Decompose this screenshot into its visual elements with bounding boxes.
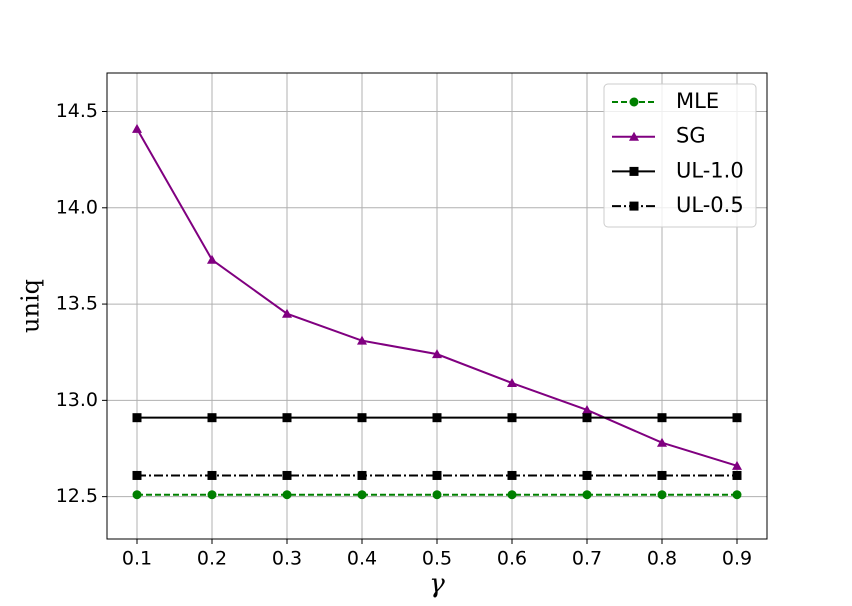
marker bbox=[582, 404, 592, 414]
marker bbox=[282, 413, 292, 423]
x-tick-label: 0.4 bbox=[347, 548, 377, 570]
marker bbox=[207, 470, 217, 480]
marker bbox=[132, 490, 142, 500]
marker bbox=[507, 470, 517, 480]
x-tick-label: 0.9 bbox=[722, 548, 752, 570]
plot-frame bbox=[106, 72, 768, 540]
y-tick-label: 13.5 bbox=[56, 293, 98, 315]
y-tick-label: 14.5 bbox=[56, 100, 98, 122]
marker bbox=[582, 413, 592, 423]
marker bbox=[657, 490, 667, 500]
x-tick-label: 0.8 bbox=[647, 548, 677, 570]
marker bbox=[432, 490, 442, 500]
marker bbox=[207, 413, 217, 423]
y-axis-label: uniq bbox=[17, 279, 45, 333]
marker bbox=[132, 413, 142, 423]
marker bbox=[207, 254, 217, 264]
y-tick-label: 12.5 bbox=[56, 485, 98, 507]
marker bbox=[507, 413, 517, 423]
marker bbox=[657, 437, 667, 447]
marker bbox=[507, 378, 517, 388]
marker bbox=[207, 490, 217, 500]
legend-label: SG bbox=[676, 124, 706, 148]
legend-label: UL-0.5 bbox=[676, 193, 744, 217]
marker bbox=[357, 413, 367, 423]
x-tick-label: 0.2 bbox=[197, 548, 227, 570]
y-tick-label: 14.0 bbox=[56, 196, 98, 218]
x-tick-label: 0.7 bbox=[572, 548, 602, 570]
legend-box bbox=[603, 83, 757, 228]
x-tick-label: 0.1 bbox=[122, 548, 152, 570]
marker bbox=[282, 470, 292, 480]
marker bbox=[132, 470, 142, 480]
x-tick-label: 0.5 bbox=[422, 548, 452, 570]
marker bbox=[582, 490, 592, 500]
marker bbox=[582, 470, 592, 480]
marker bbox=[732, 413, 742, 423]
legend: MLE SG UL-1.0 UL-0.5 bbox=[603, 83, 757, 228]
x-tick-label: 0.3 bbox=[272, 548, 302, 570]
marker bbox=[282, 308, 292, 318]
x-axis-label: γ bbox=[429, 569, 445, 599]
marker bbox=[432, 470, 442, 480]
marker bbox=[432, 413, 442, 423]
x-tick-label: 0.6 bbox=[497, 548, 527, 570]
legend-label: MLE bbox=[676, 89, 719, 113]
marker bbox=[357, 470, 367, 480]
marker bbox=[629, 97, 639, 107]
marker bbox=[629, 166, 639, 176]
marker bbox=[732, 470, 742, 480]
marker bbox=[732, 460, 742, 470]
legend-label: UL-1.0 bbox=[676, 158, 744, 182]
marker bbox=[657, 413, 667, 423]
marker bbox=[507, 490, 517, 500]
marker bbox=[732, 490, 742, 500]
marker bbox=[357, 335, 367, 345]
marker bbox=[282, 490, 292, 500]
y-tick-label: 13.0 bbox=[56, 389, 98, 411]
marker bbox=[132, 123, 142, 133]
marker bbox=[432, 349, 442, 359]
marker bbox=[629, 201, 639, 211]
marker bbox=[657, 470, 667, 480]
marker bbox=[629, 131, 639, 141]
marker bbox=[357, 490, 367, 500]
